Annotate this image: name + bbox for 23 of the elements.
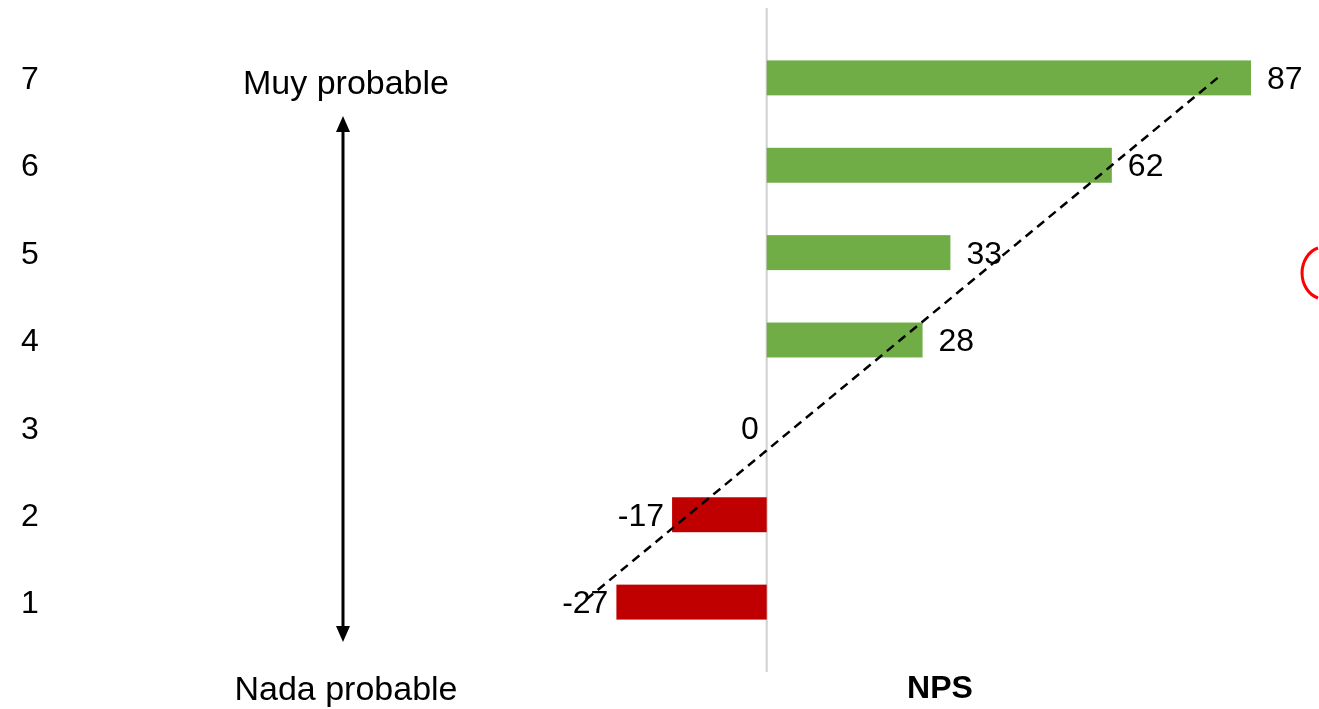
data-label: 0 [740,409,759,446]
data-label: -17 [617,496,665,533]
bar [766,322,923,358]
y-tick-label: 5 [21,234,39,271]
text: Nada probable [234,669,458,707]
y-tick-label: 3 [21,409,39,446]
bar [616,584,767,620]
data-label: 62 [1127,147,1164,184]
y-tick-label: 6 [21,147,39,184]
data-label: 28 [938,322,975,359]
data-label: 87 [1267,60,1303,97]
data-label: -27 [562,584,609,621]
bar [766,235,951,271]
bar [766,60,1251,96]
bar [766,147,1112,183]
y-tick-label: 4 [21,322,39,359]
y-tick-label: 7 [21,60,39,97]
y-tick-label: 2 [21,496,39,533]
x-axis-title: NPS [907,669,973,705]
text: Muy probable [242,63,450,101]
data-label: 33 [966,234,1002,271]
y-tick-label: 1 [21,584,39,621]
bar [672,497,767,533]
